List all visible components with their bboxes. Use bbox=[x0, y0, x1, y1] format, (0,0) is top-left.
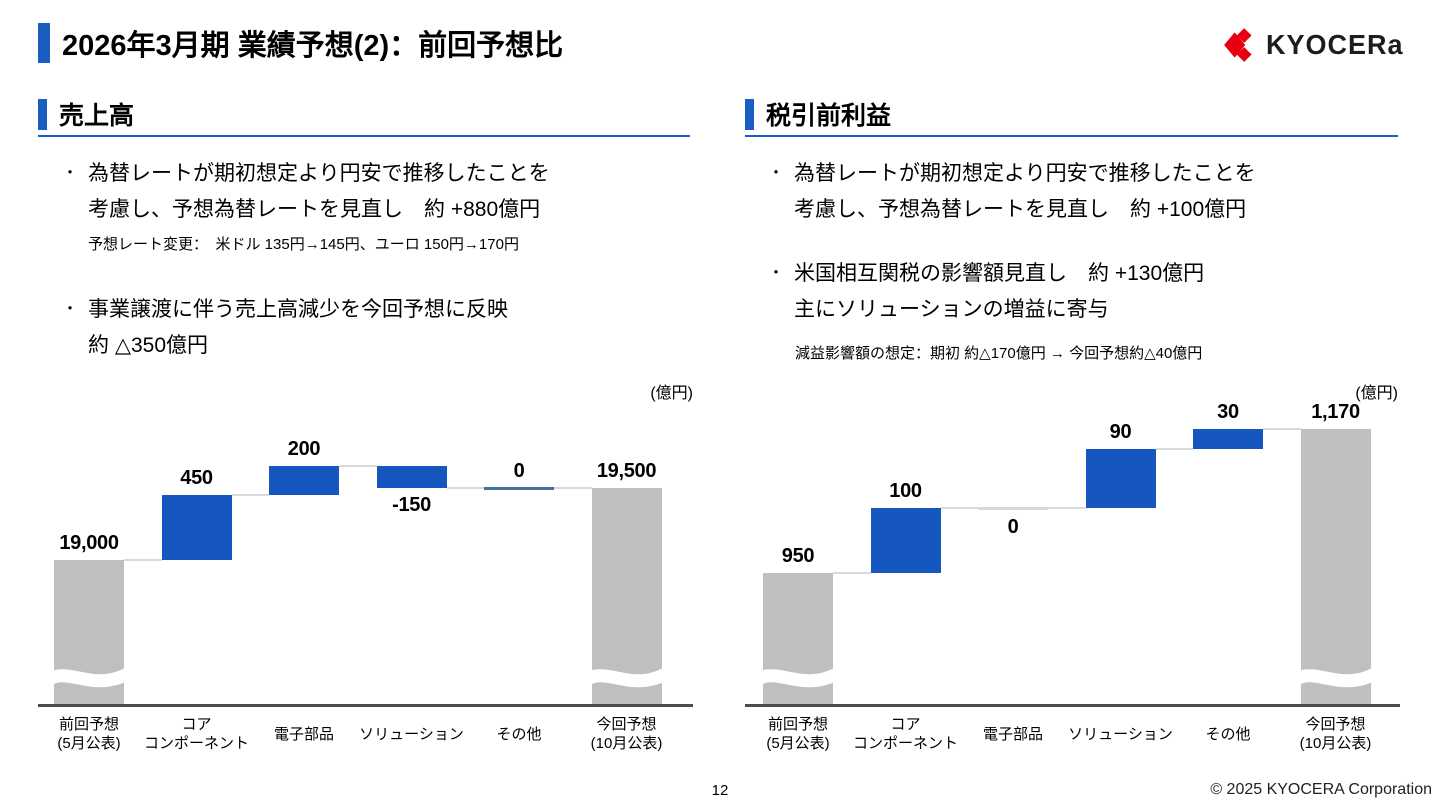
pretax-profit-waterfall-chart: 950 前回予想 (5月公表) 100 コア コンポーネント 0 電子部品 90 ソリューショ… bbox=[745, 395, 1400, 765]
category-label: コア コンポーネント bbox=[143, 716, 249, 752]
profit-heading: 税引前利益 bbox=[766, 102, 892, 130]
x-axis-line bbox=[38, 704, 693, 707]
sales-unit-label: (億円) bbox=[650, 385, 693, 402]
profit-heading-underline bbox=[745, 135, 1398, 137]
axis-break-wave bbox=[37, 663, 140, 690]
profit-bullet-tariff-line1: 米国相互関税の影響額見直し 約 +130億円 bbox=[794, 262, 1205, 285]
value-label: 950 bbox=[781, 545, 815, 567]
profit-bullet-fx-line2: 考慮し、予想為替レートを見直し 約 +100億円 bbox=[794, 198, 1247, 221]
value-label: 100 bbox=[889, 479, 922, 502]
category-label: ソリューション bbox=[359, 725, 464, 743]
sales-bullet-divestiture-line1: 事業譲渡に伴う売上高減少を今回予想に反映 bbox=[88, 298, 508, 321]
value-label: -150 bbox=[392, 494, 431, 516]
profit-unit-label: (億円) bbox=[1355, 385, 1398, 402]
sales-heading: 売上高 bbox=[59, 102, 135, 130]
sales-heading-accent bbox=[38, 99, 47, 130]
sales-bullet-fx-line2: 考慮し、予想為替レートを見直し 約 +880億円 bbox=[88, 198, 541, 221]
bullet-dot: ・ bbox=[62, 301, 79, 318]
profit-bullet-tariff: ・ 米国相互関税の影響額見直し 約 +130億円 主にソリューションの増益に寄与 bbox=[768, 256, 1204, 328]
category-label: その他 bbox=[1205, 725, 1251, 743]
delta-bar bbox=[161, 495, 232, 560]
category-label: 今回予想 (10月公表) bbox=[590, 716, 663, 752]
page-number: 12 bbox=[711, 782, 729, 799]
value-label: 90 bbox=[1109, 420, 1132, 443]
bullet-dot: ・ bbox=[768, 265, 785, 282]
connector-line bbox=[1048, 506, 1086, 509]
kyocera-logo: KYOCERa bbox=[1222, 26, 1404, 64]
sales-bullet-divestiture-line2: 約 △350億円 bbox=[88, 334, 209, 357]
profit-bullet-fx-line1: 為替レートが期初想定より円安で推移したことを bbox=[794, 162, 1256, 185]
connector-line bbox=[1155, 447, 1193, 450]
value-label: 1,170 bbox=[1311, 401, 1360, 423]
category-label: 今回予想 (10月公表) bbox=[1299, 716, 1372, 752]
connector-line bbox=[446, 487, 484, 489]
value-label: 0 bbox=[513, 460, 525, 482]
category-label: コア コンポーネント bbox=[852, 716, 958, 752]
zero-bar bbox=[978, 506, 1048, 510]
sales-heading-underline bbox=[38, 135, 690, 137]
category-label: 電子部品 bbox=[273, 725, 334, 743]
axis-break-wave bbox=[1283, 663, 1387, 690]
delta-bar bbox=[376, 466, 447, 488]
title-accent-bar bbox=[38, 23, 50, 63]
copyright: © 2025 KYOCERA Corporation bbox=[1210, 781, 1432, 798]
delta-bar bbox=[1085, 448, 1156, 508]
connector-line bbox=[231, 494, 269, 497]
connector-line bbox=[1263, 428, 1301, 430]
delta-bar bbox=[1193, 429, 1263, 449]
sales-waterfall-chart: 19,000 前回予想 (5月公表) 450 コア コンポーネント 200 電子部品 -15… bbox=[37, 395, 693, 765]
zero-bar bbox=[484, 487, 554, 490]
delta-bar bbox=[870, 507, 941, 573]
value-label: 200 bbox=[287, 438, 321, 461]
profit-bullet-tariff-line2: 主にソリューションの増益に寄与 bbox=[794, 298, 1109, 321]
page-title: 2026年3月期 業績予想(2)：前回予想比 bbox=[62, 30, 564, 62]
category-label: ソリューション bbox=[1068, 725, 1173, 743]
kyocera-mark-icon bbox=[1222, 26, 1260, 64]
value-label: 19,000 bbox=[59, 532, 119, 554]
sales-bullet-fx-line1: 為替レートが期初想定より円安で推移したことを bbox=[88, 162, 550, 185]
connector-line bbox=[833, 572, 871, 574]
connector-line bbox=[124, 559, 162, 561]
category-label: 前回予想 (5月公表) bbox=[766, 716, 830, 752]
connector-line bbox=[554, 487, 592, 489]
value-label: 0 bbox=[1007, 515, 1019, 538]
axis-break-wave bbox=[574, 663, 678, 690]
profit-heading-accent bbox=[745, 99, 754, 130]
total-bar bbox=[591, 488, 662, 704]
profit-tariff-note: 減益影響額の想定：期初 約△170億円 → 今回予想約△40億円 bbox=[795, 345, 1203, 362]
bullet-dot: ・ bbox=[768, 165, 785, 182]
category-label: 前回予想 (5月公表) bbox=[57, 716, 121, 752]
sales-fx-rate-note: 予想レート変更： 米ドル 135円→145円、ユーロ 150円→170円 bbox=[88, 236, 519, 253]
profit-bullet-fx: ・ 為替レートが期初想定より円安で推移したことを 考慮し、予想為替レートを見直し… bbox=[768, 156, 1256, 228]
value-label: 19,500 bbox=[596, 460, 657, 482]
value-label: 450 bbox=[180, 467, 213, 490]
connector-line bbox=[940, 506, 978, 509]
connector-line bbox=[339, 465, 377, 468]
sales-bullet-divestiture: ・ 事業譲渡に伴う売上高減少を今回予想に反映 約 △350億円 bbox=[62, 292, 508, 364]
bullet-dot: ・ bbox=[62, 165, 79, 182]
kyocera-wordmark: KYOCERa bbox=[1266, 29, 1404, 60]
value-label: 30 bbox=[1217, 401, 1239, 423]
axis-break-wave bbox=[746, 663, 849, 690]
total-bar bbox=[1300, 429, 1371, 704]
x-axis-line bbox=[745, 704, 1400, 707]
category-label: その他 bbox=[496, 725, 542, 743]
category-label: 電子部品 bbox=[982, 725, 1043, 743]
sales-bullet-fx: ・ 為替レートが期初想定より円安で推移したことを 考慮し、予想為替レートを見直し… bbox=[62, 156, 550, 228]
delta-bar bbox=[269, 466, 339, 496]
